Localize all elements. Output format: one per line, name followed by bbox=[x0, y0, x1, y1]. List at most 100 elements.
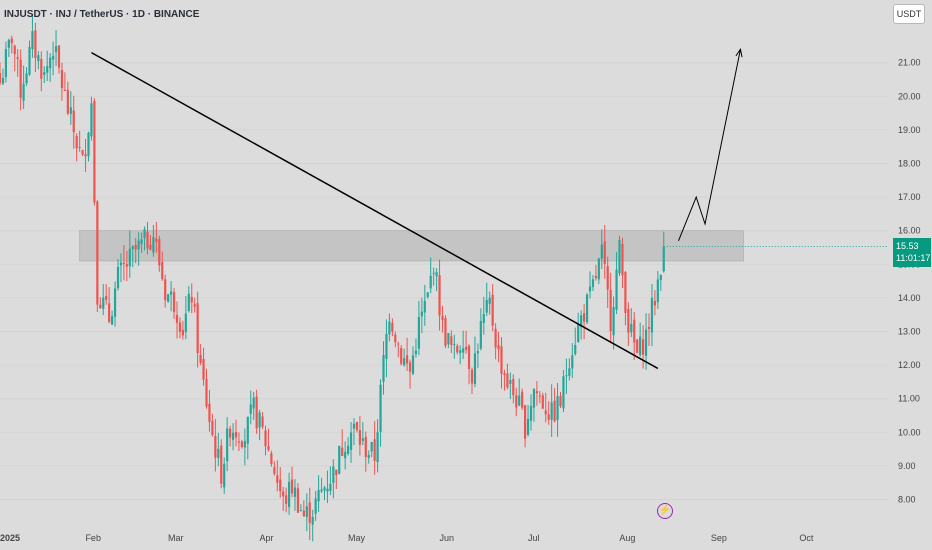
candle-body bbox=[344, 451, 347, 459]
candle-body bbox=[326, 488, 329, 492]
candle-body bbox=[128, 248, 131, 267]
candle-body bbox=[656, 279, 659, 303]
candle-body bbox=[146, 231, 149, 249]
candle-body bbox=[196, 303, 199, 353]
candle-body bbox=[329, 483, 332, 491]
currency-selector[interactable]: USDT bbox=[893, 4, 925, 24]
candle-body bbox=[444, 318, 447, 346]
candle-body bbox=[102, 297, 105, 309]
candle-body bbox=[541, 395, 544, 409]
candle-body bbox=[597, 258, 600, 280]
candle-body bbox=[453, 344, 456, 346]
candle-body bbox=[46, 66, 49, 73]
candle-body bbox=[526, 418, 530, 435]
candle-body bbox=[19, 59, 22, 98]
candle-body bbox=[423, 300, 426, 313]
candle-body bbox=[122, 262, 125, 264]
candle-body bbox=[550, 402, 553, 420]
candle-body bbox=[317, 490, 320, 502]
candle-body bbox=[49, 57, 52, 69]
candle-body bbox=[143, 229, 146, 238]
candle-body bbox=[580, 315, 583, 327]
candle-body bbox=[161, 262, 164, 280]
candle-body bbox=[408, 362, 412, 372]
candle-body bbox=[568, 368, 571, 376]
candle-body bbox=[252, 397, 255, 409]
candle-body bbox=[31, 31, 34, 50]
candle-body bbox=[630, 323, 633, 333]
candle-body bbox=[152, 237, 155, 253]
candle-body bbox=[40, 59, 43, 79]
candle-body bbox=[7, 40, 10, 48]
x-tick-label: Aug bbox=[619, 533, 635, 543]
candle-body bbox=[470, 369, 474, 384]
candle-body bbox=[535, 391, 538, 394]
candle-body bbox=[571, 355, 574, 369]
candle-body bbox=[624, 271, 627, 314]
candle-body bbox=[57, 45, 61, 68]
candle-body bbox=[565, 375, 568, 377]
candle-body bbox=[199, 354, 202, 363]
x-tick-label: 2025 bbox=[0, 533, 20, 543]
candle-body bbox=[249, 404, 252, 414]
candle-body bbox=[621, 243, 624, 276]
descending-trendline bbox=[91, 51, 659, 370]
candle-body bbox=[226, 428, 229, 462]
x-tick-label: Jun bbox=[439, 533, 454, 543]
candle-body bbox=[258, 412, 261, 428]
candle-body bbox=[662, 246, 665, 272]
candle-body bbox=[562, 376, 565, 409]
candle-body bbox=[352, 423, 356, 429]
candle-body bbox=[482, 314, 485, 323]
candle-body bbox=[10, 38, 13, 43]
candle-body bbox=[627, 308, 630, 333]
candle-body bbox=[588, 286, 592, 292]
axis-labels-layer: 8.009.0010.0011.0012.0013.0014.0015.0016… bbox=[0, 58, 921, 543]
candle-body bbox=[615, 269, 618, 310]
candle-body bbox=[341, 447, 344, 456]
y-tick-label: 12.00 bbox=[898, 360, 921, 370]
candle-body bbox=[240, 441, 243, 447]
candle-body bbox=[273, 467, 276, 474]
x-tick-label: Oct bbox=[799, 533, 814, 543]
y-tick-label: 14.00 bbox=[898, 293, 921, 303]
candle-body bbox=[376, 432, 379, 463]
lightning-bolt-icon[interactable]: ⚡ bbox=[657, 503, 673, 519]
candle-body bbox=[391, 322, 394, 332]
candle-body bbox=[577, 323, 580, 343]
candle-body bbox=[618, 239, 621, 274]
candle-body bbox=[459, 350, 462, 354]
resistance-zone bbox=[79, 230, 744, 262]
candle-body bbox=[400, 348, 403, 364]
candle-body bbox=[411, 355, 415, 374]
candle-body bbox=[93, 100, 96, 203]
last-price-badge: 15.53 11:01:17 bbox=[893, 238, 931, 267]
candle-body bbox=[279, 479, 282, 492]
candle-body bbox=[388, 321, 391, 335]
candle-body bbox=[591, 279, 595, 287]
candle-body bbox=[137, 240, 140, 250]
candle-body bbox=[52, 55, 55, 60]
candle-body bbox=[462, 348, 465, 353]
candle-body bbox=[547, 414, 550, 420]
candle-body bbox=[193, 304, 196, 307]
candle-body bbox=[1, 77, 5, 84]
candle-body bbox=[184, 313, 187, 333]
candle-body bbox=[426, 292, 429, 297]
candle-body bbox=[435, 272, 438, 277]
candle-body bbox=[397, 343, 400, 345]
candle-body bbox=[347, 445, 350, 454]
candle-body bbox=[37, 55, 40, 62]
candle-body bbox=[367, 455, 370, 458]
candle-body bbox=[600, 244, 603, 259]
candle-body bbox=[105, 295, 108, 300]
y-tick-label: 8.00 bbox=[898, 495, 916, 505]
candle-body bbox=[556, 396, 559, 420]
candle-body bbox=[473, 353, 477, 385]
candle-body bbox=[488, 297, 491, 304]
candle-body bbox=[349, 432, 353, 450]
symbol-title[interactable]: INJUSDT · INJ / TetherUS · 1D · BINANCE bbox=[4, 9, 200, 20]
x-tick-label: Apr bbox=[260, 533, 274, 543]
candle-body bbox=[299, 510, 302, 512]
